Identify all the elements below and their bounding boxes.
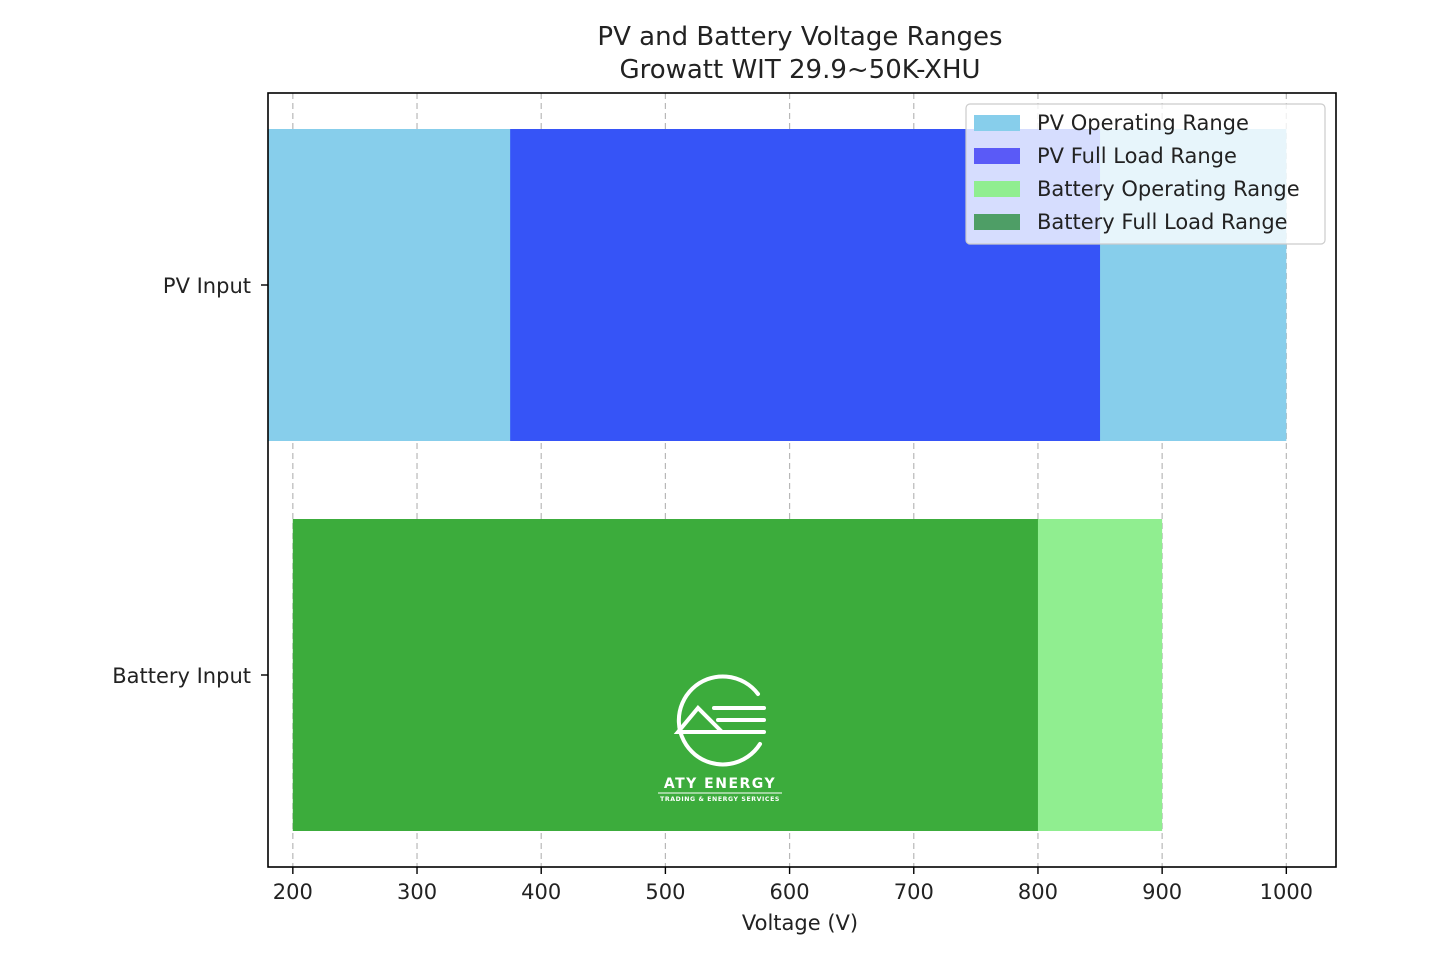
chart-title: PV and Battery Voltage Ranges Growatt WI… <box>597 22 1002 85</box>
x-axis-label: Voltage (V) <box>742 911 858 935</box>
y-tick-label-battery-input: Battery Input <box>112 664 251 688</box>
x-tick-label-500: 500 <box>645 880 685 904</box>
plot-frame <box>267 92 1337 868</box>
legend-swatch-1 <box>974 148 1020 164</box>
chart-title-line1: PV and Battery Voltage Ranges <box>597 22 1002 52</box>
legend-swatch-3 <box>974 214 1020 230</box>
legend-swatch-2 <box>974 181 1020 197</box>
x-tick-label-1000: 1000 <box>1260 880 1313 904</box>
x-tick-label-800: 800 <box>1018 880 1058 904</box>
legend-label-2: Battery Operating Range <box>1037 177 1300 201</box>
y-axis-ticks: PV Input Battery Input <box>112 274 268 688</box>
aty-logo-mark <box>673 674 766 767</box>
x-tick-label-400: 400 <box>521 880 561 904</box>
legend-label-0: PV Operating Range <box>1037 111 1249 135</box>
x-tick-label-700: 700 <box>894 880 934 904</box>
watermark-tagline: TRADING & ENERGY SERVICES <box>660 796 780 803</box>
legend-swatch-0 <box>974 115 1020 131</box>
x-axis-ticks: 200 300 400 500 600 700 800 900 1000 <box>273 867 1313 904</box>
watermark-name: ATY ENERGY <box>664 776 776 792</box>
legend-box <box>965 103 1326 245</box>
watermark-logo: ATY ENERGY TRADING & ENERGY SERVICES <box>658 674 782 803</box>
bar-battery-full-load-range-1 <box>292 519 1038 831</box>
legend: PV Operating Range PV Full Load Range Batt… <box>965 103 1326 245</box>
legend-label-1: PV Full Load Range <box>1037 144 1237 168</box>
x-tick-label-200: 200 <box>273 880 313 904</box>
legend-label-3: Battery Full Load Range <box>1037 210 1288 234</box>
x-tick-label-300: 300 <box>397 880 437 904</box>
x-tick-label-900: 900 <box>1142 880 1182 904</box>
x-tick-label-600: 600 <box>770 880 810 904</box>
y-tick-label-pv-input: PV Input <box>163 274 251 298</box>
chart-title-line2: Growatt WIT 29.9~50K-XHU <box>619 55 980 85</box>
